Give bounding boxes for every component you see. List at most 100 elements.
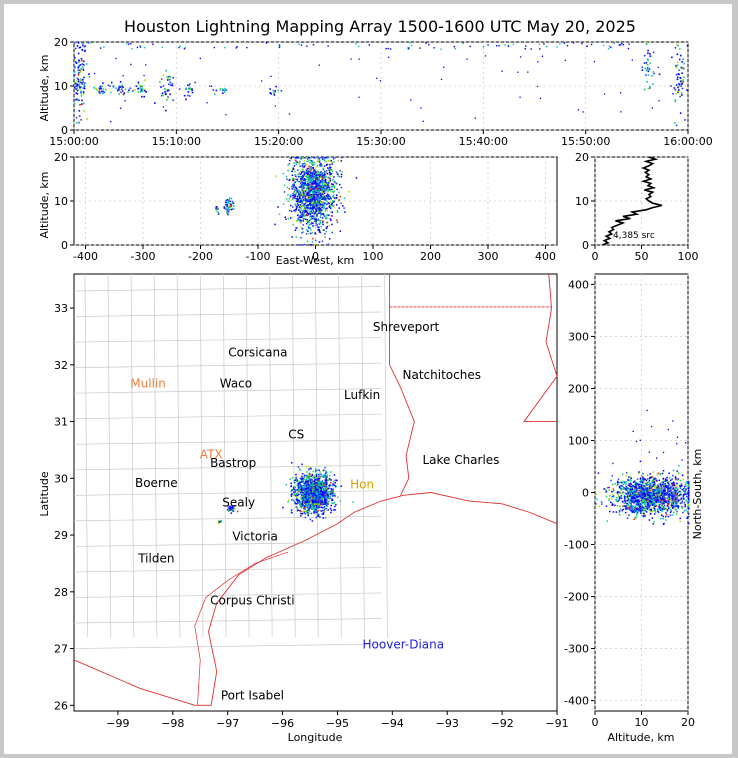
- plan-view-point: [301, 504, 304, 507]
- altitude-east-west-point: [295, 209, 297, 211]
- plan-view-point: [304, 496, 307, 499]
- altitude-east-west-point: [315, 212, 317, 215]
- altitude-time-point: [83, 76, 85, 79]
- altitude-time-point: [504, 44, 506, 46]
- county-line: [73, 362, 382, 368]
- plan-view-point: [301, 497, 303, 499]
- altitude-east-west-point: [292, 178, 295, 180]
- altitude-east-west-point: [319, 196, 321, 198]
- altitude-east-west-point: [295, 157, 298, 159]
- plan-view-point: [305, 510, 308, 512]
- altitude-east-west-point: [316, 178, 318, 180]
- altitude-time-point: [187, 91, 190, 93]
- plan-view-point: [306, 504, 309, 507]
- plan-view-point: [232, 510, 235, 512]
- altitude-east-west-point: [303, 215, 305, 217]
- plan-view-point: [291, 462, 293, 464]
- altitude-east-west-point: [333, 205, 335, 208]
- north-south-point: [661, 510, 664, 512]
- altitude-east-west-point: [282, 172, 285, 175]
- north-south-point: [617, 481, 620, 483]
- map-ytick-label: 33: [54, 302, 68, 315]
- north-south-point: [610, 501, 612, 504]
- plan-view-point: [314, 507, 317, 509]
- north-south-point: [636, 495, 639, 498]
- altitude-time-point: [90, 42, 92, 44]
- altitude-time-point: [88, 73, 90, 75]
- altitude-east-west-point: [323, 175, 326, 177]
- north-south-point: [658, 497, 660, 500]
- altitude-east-west-point: [308, 219, 311, 222]
- plan-view-point: [322, 512, 325, 515]
- plan-view-point: [304, 501, 307, 503]
- county-line: [73, 643, 382, 649]
- altitude-east-west-point: [325, 172, 327, 175]
- altitude-time-point: [221, 92, 224, 94]
- altitude-east-west-point: [303, 172, 306, 174]
- altitude-east-west-point: [302, 202, 304, 205]
- altitude-east-west-point: [320, 225, 323, 228]
- place-label: Bastrop: [210, 456, 256, 470]
- altitude-time-point: [79, 64, 82, 66]
- plan-view-point: [297, 481, 299, 483]
- altitude-time-point: [122, 86, 124, 89]
- north-south-point: [667, 489, 669, 491]
- plan-view-point: [320, 473, 322, 476]
- north-south-point: [666, 509, 669, 511]
- altitude-east-west-point: [325, 216, 327, 218]
- altitude-east-west-point: [317, 195, 319, 198]
- plan-view-point: [232, 505, 234, 508]
- north-south-point: [639, 477, 642, 479]
- altitude-time-point: [102, 88, 104, 90]
- altitude-time-point: [270, 75, 272, 78]
- altitude-east-west-point: [300, 212, 303, 215]
- north-south-point: [641, 502, 643, 504]
- north-south-point: [643, 498, 646, 501]
- altitude-time-point: [139, 87, 141, 90]
- north-south-point: [627, 490, 629, 493]
- altitude-east-west-point: [333, 186, 336, 189]
- north-south-point: [632, 507, 635, 509]
- altitude-east-west-point: [308, 213, 311, 215]
- altitude-east-west-point: [327, 197, 329, 199]
- north-south-point: [671, 498, 674, 500]
- altitude-east-west-point: [308, 212, 311, 214]
- plan-view-point: [316, 511, 318, 514]
- plan-view-point: [318, 477, 321, 479]
- plan-view-point: [310, 505, 313, 508]
- plan-view-point: [322, 469, 325, 472]
- north-south-point: [618, 514, 621, 516]
- north-south-point: [641, 495, 643, 497]
- altitude-east-west-point: [298, 180, 300, 183]
- altitude-east-west-point: [310, 180, 312, 183]
- plan-view-point: [228, 507, 230, 510]
- altitude-east-west-point: [307, 158, 309, 160]
- north-south-point: [688, 504, 690, 506]
- altitude-east-west-point: [319, 173, 322, 176]
- altitude-time-point: [120, 88, 123, 91]
- north-south-point: [640, 484, 642, 486]
- north-south-point: [662, 488, 665, 491]
- altitude-east-west-point: [328, 171, 331, 173]
- north-south-point: [612, 496, 615, 498]
- altitude-time-point: [136, 46, 139, 49]
- altitude-east-west-point: [299, 193, 302, 196]
- altitude-east-west-point: [315, 222, 317, 225]
- altitude-time-point: [586, 45, 588, 47]
- altitude-time-point: [628, 43, 630, 45]
- plan-view-point: [305, 479, 308, 481]
- altitude-time-point: [261, 80, 263, 82]
- altitude-east-west-point: [314, 193, 317, 195]
- altitude-east-west-point: [340, 173, 343, 176]
- altitude-time-point: [306, 45, 308, 47]
- altitude-east-west-point: [296, 220, 298, 222]
- altitude-east-west-point: [298, 191, 300, 193]
- altitude-east-west-point: [304, 179, 307, 181]
- altitude-east-west-point: [310, 212, 312, 214]
- plan-view-point: [303, 510, 305, 512]
- altitude-east-west-point: [299, 191, 301, 193]
- altitude-east-west-point: [319, 187, 321, 189]
- plan-view-point: [301, 480, 303, 482]
- altitude-time-point: [507, 45, 510, 48]
- altitude-east-west-point: [298, 164, 301, 167]
